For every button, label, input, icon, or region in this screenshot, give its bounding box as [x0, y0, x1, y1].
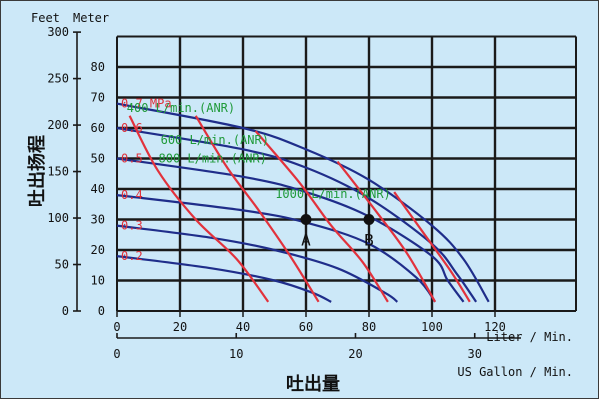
- air-consumption-curve: [393, 191, 471, 303]
- y-tick-label-feet: 50: [55, 258, 69, 272]
- y-tick-label-meter: 70: [91, 91, 105, 105]
- operating-point-marker: [363, 214, 375, 225]
- feet-unit-label: Feet: [31, 11, 60, 25]
- air-consumption-curve: [128, 115, 270, 303]
- pressure-curve: [116, 194, 437, 303]
- pressure-curve-label: 0.7 MPa: [121, 97, 172, 111]
- y-tick-label-meter: 0: [98, 304, 105, 318]
- y-tick-label-feet: 300: [47, 25, 69, 39]
- pressure-curve: [116, 224, 399, 303]
- pressure-curve-label: 0.6: [121, 121, 143, 135]
- x-axis-title: 吐出量: [286, 373, 340, 395]
- x-unit-liter: Liter / Min.: [486, 330, 573, 344]
- pressure-curve-label: 0.4: [121, 188, 143, 202]
- x-tick-label-liter: 80: [362, 320, 376, 334]
- x-tick-label-usgallon: 20: [348, 347, 362, 361]
- y-tick-label-meter: 60: [91, 121, 105, 135]
- y-tick-label-feet: 250: [47, 72, 69, 86]
- y-tick-label-feet: 200: [47, 118, 69, 132]
- air-consumption-label: 800 L/min.(ANR): [159, 152, 267, 166]
- y-tick-label-feet: 150: [47, 165, 69, 179]
- air-consumption-label: 400 L/min.(ANR): [127, 101, 235, 115]
- x-tick-label-usgallon: 10: [229, 347, 243, 361]
- x-tick-label-liter: 100: [421, 320, 443, 334]
- grid: 0 20 40 60 80 100 1200102030405060708005010015…: [47, 25, 577, 361]
- operating-point-marker: [300, 214, 312, 225]
- air-consumption-label: 600 L/min.(ANR): [161, 133, 269, 147]
- operating-point-label: B: [364, 231, 374, 250]
- pressure-curve: [116, 157, 465, 303]
- x-tick-label-usgallon: 30: [467, 347, 481, 361]
- pressure-curve: [116, 102, 490, 303]
- operating-point-label: A: [301, 231, 311, 250]
- y-tick-label-meter: 50: [91, 152, 105, 166]
- x-tick-label-liter: 20: [173, 320, 187, 334]
- y-tick-label-meter: 10: [91, 274, 105, 288]
- pressure-curve: [116, 126, 478, 303]
- y-tick-label-meter: 80: [91, 60, 105, 74]
- x-tick-label-liter: 0: [113, 320, 120, 334]
- pressure-curve-label: 0.5: [121, 152, 143, 166]
- x-tick-label-liter: 120: [484, 320, 506, 334]
- x-tick-label-liter: 60: [299, 320, 313, 334]
- x-tick-label-liter: 40: [236, 320, 250, 334]
- y-axis-title: 吐出扬程: [26, 135, 48, 207]
- air-consumption-curve: [194, 115, 320, 303]
- pressure-curve-label: 0.2: [121, 249, 143, 263]
- air-consumption-curve: [254, 130, 389, 303]
- y-tick-label-meter: 20: [91, 243, 105, 257]
- y-tick-label-meter: 40: [91, 182, 105, 196]
- air-consumption-curve: [336, 160, 437, 303]
- y-tick-label-feet: 100: [47, 211, 69, 225]
- pressure-curve: [116, 255, 332, 303]
- pressure-curves: 0.7 MPa 0.6 0.5 0.4 0.3 0.2: [116, 97, 490, 303]
- pressure-curve-label: 0.3: [121, 219, 143, 233]
- meter-unit-label: Meter: [73, 11, 109, 25]
- air-consumption-label: 1000 L/min.(ANR): [275, 187, 391, 201]
- y-tick-label-feet: 0: [62, 304, 69, 318]
- y-tick-label-meter: 30: [91, 213, 105, 227]
- x-unit-usgallon: US Gallon / Min.: [457, 365, 573, 379]
- air-consumption-curves: 400 L/min.(ANR) 600 L/min.(ANR) 800 L/min.…: [127, 101, 471, 303]
- x-tick-label-usgallon: 0: [113, 347, 120, 361]
